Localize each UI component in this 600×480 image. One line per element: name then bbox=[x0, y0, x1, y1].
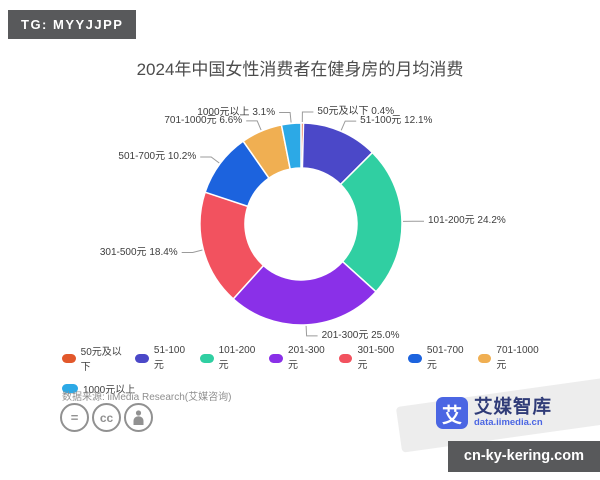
legend-label: 501-700元 bbox=[426, 345, 464, 371]
person-icon bbox=[124, 403, 153, 432]
legend-item-0[interactable]: 50元及以下 bbox=[62, 343, 124, 373]
legend-swatch bbox=[269, 353, 284, 363]
legend-row-2: 1000元以上 bbox=[62, 381, 552, 396]
legend-label: 701-1000元 bbox=[496, 345, 539, 371]
legend-row-1: 50元及以下 51-100元 101-200元 201-300元 301-500元 501… bbox=[62, 343, 552, 373]
legend: 50元及以下 51-100元 101-200元 201-300元 301-500元 501… bbox=[62, 343, 552, 404]
legend-item-4[interactable]: 301-500元 bbox=[338, 345, 397, 371]
legend-item-2[interactable]: 101-200元 bbox=[199, 345, 258, 371]
legend-item-3[interactable]: 201-300元 bbox=[269, 345, 327, 371]
leader-line bbox=[246, 120, 262, 131]
legend-label: 201-300元 bbox=[288, 345, 325, 371]
logo-brand-name: 艾媒智库 bbox=[474, 396, 553, 417]
equals-icon: = bbox=[60, 403, 89, 432]
legend-swatch bbox=[135, 353, 149, 363]
leader-line bbox=[340, 120, 357, 131]
cc-license-icons: = cc bbox=[60, 403, 156, 432]
cc-icon: cc bbox=[92, 403, 121, 432]
leader-line bbox=[301, 111, 314, 123]
legend-swatch bbox=[338, 353, 353, 363]
leader-line bbox=[200, 156, 220, 164]
leader-line bbox=[279, 112, 292, 123]
logo-url: data.iimedia.cn bbox=[474, 417, 543, 428]
donut-slice-2[interactable] bbox=[339, 151, 403, 293]
legend-item-7[interactable]: 1000元以上 bbox=[62, 381, 135, 396]
legend-swatch bbox=[62, 353, 76, 363]
iimedia-logo: 艾 艾媒智库 data.iimedia.cn bbox=[436, 397, 552, 429]
chart-title: 2024年中国女性消费者在健身房的月均消费 bbox=[136, 60, 464, 79]
legend-item-6[interactable]: 701-1000元 bbox=[477, 345, 541, 371]
logo-text: 艾媒智库 data.iimedia.cn bbox=[474, 396, 553, 429]
website-badge: cn-ky-kering.com bbox=[447, 441, 600, 472]
leader-line bbox=[181, 249, 203, 253]
legend-label: 101-200元 bbox=[218, 345, 256, 371]
leader-line bbox=[305, 325, 318, 337]
legend-swatch bbox=[199, 353, 214, 363]
legend-label: 1000元以上 bbox=[83, 385, 136, 396]
telegram-badge: TG: MYYJJPP bbox=[8, 10, 137, 39]
legend-swatch bbox=[62, 384, 78, 393]
donut-slice-7[interactable] bbox=[280, 122, 302, 170]
legend-label: 50元及以下 bbox=[80, 347, 122, 373]
legend-swatch bbox=[477, 353, 492, 363]
data-source-text: 数据来源: iiMedia Research(艾媒咨询) bbox=[62, 392, 232, 403]
legend-label: 51-100元 bbox=[153, 345, 186, 371]
legend-swatch bbox=[408, 353, 422, 363]
legend-item-5[interactable]: 501-700元 bbox=[408, 345, 466, 371]
legend-item-1[interactable]: 51-100元 bbox=[135, 345, 189, 371]
iimedia-logo-icon: 艾 bbox=[436, 397, 468, 429]
legend-label: 301-500元 bbox=[357, 345, 395, 371]
